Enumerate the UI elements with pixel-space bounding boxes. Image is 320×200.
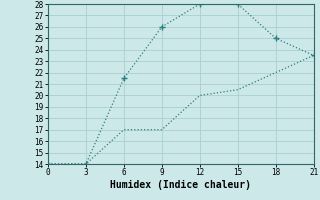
X-axis label: Humidex (Indice chaleur): Humidex (Indice chaleur) (110, 180, 251, 190)
